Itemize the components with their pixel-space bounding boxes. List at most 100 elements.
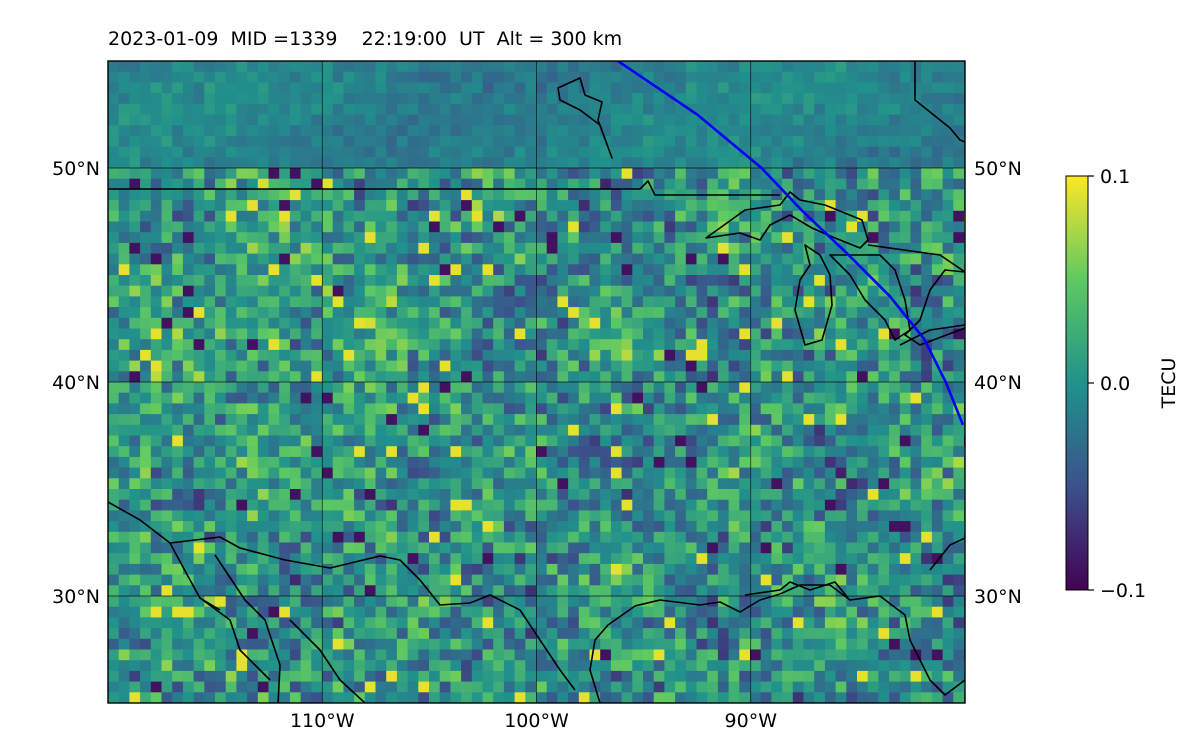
heatmap-cell bbox=[546, 71, 558, 83]
heatmap-cell bbox=[279, 93, 291, 105]
heatmap-cell bbox=[386, 499, 398, 511]
heatmap-cell bbox=[343, 221, 355, 233]
heatmap-cell bbox=[643, 232, 655, 244]
heatmap-cell bbox=[450, 168, 462, 180]
heatmap-cell bbox=[835, 542, 847, 554]
heatmap-cell bbox=[215, 382, 227, 394]
heatmap-cell bbox=[771, 210, 783, 223]
heatmap-cell bbox=[685, 692, 698, 703]
heatmap-cell bbox=[857, 178, 869, 190]
heatmap-cell bbox=[707, 553, 719, 565]
heatmap-cell bbox=[172, 392, 184, 404]
heatmap-cell bbox=[621, 275, 633, 287]
heatmap-cell bbox=[407, 339, 419, 351]
heatmap-cell bbox=[193, 649, 205, 661]
heatmap-cell bbox=[943, 703, 954, 714]
heatmap-cell bbox=[525, 628, 537, 640]
heatmap-cell bbox=[118, 489, 130, 501]
heatmap-cell bbox=[257, 103, 270, 116]
heatmap-cell bbox=[407, 103, 419, 116]
heatmap-cell bbox=[386, 563, 398, 576]
heatmap-cell bbox=[322, 349, 334, 362]
heatmap-cell bbox=[182, 649, 195, 661]
heatmap-cell bbox=[129, 606, 141, 618]
heatmap-cell bbox=[429, 553, 441, 565]
heatmap-cell bbox=[750, 307, 762, 319]
heatmap-cell bbox=[739, 531, 751, 544]
heatmap-cell bbox=[867, 103, 879, 116]
heatmap-cell bbox=[814, 617, 826, 629]
heatmap-cell bbox=[889, 168, 901, 180]
heatmap-cell bbox=[899, 574, 912, 586]
heatmap-cell bbox=[771, 553, 783, 565]
heatmap-cell bbox=[386, 574, 398, 586]
heatmap-cell bbox=[386, 200, 398, 212]
heatmap-cell bbox=[140, 435, 152, 447]
heatmap-cell bbox=[193, 371, 205, 383]
heatmap-cell bbox=[792, 456, 805, 469]
heatmap-cell bbox=[118, 585, 130, 597]
heatmap-cell bbox=[782, 339, 794, 351]
heatmap-cell bbox=[632, 456, 644, 469]
heatmap-cell bbox=[343, 93, 355, 105]
heatmap-cell bbox=[300, 403, 312, 415]
heatmap-cell bbox=[942, 307, 954, 319]
heatmap-cell bbox=[289, 371, 302, 383]
heatmap-cell bbox=[172, 638, 184, 651]
heatmap-cell bbox=[942, 296, 954, 308]
heatmap-cell bbox=[503, 103, 516, 116]
heatmap-cell bbox=[332, 200, 344, 212]
heatmap-cell bbox=[536, 125, 548, 137]
heatmap-cell bbox=[760, 317, 772, 330]
heatmap-cell bbox=[546, 456, 558, 469]
heatmap-cell bbox=[364, 467, 377, 479]
heatmap-cell bbox=[407, 521, 419, 533]
heatmap-cell bbox=[953, 531, 965, 544]
heatmap-cell bbox=[150, 242, 163, 255]
heatmap-cell bbox=[899, 531, 912, 544]
heatmap-cell bbox=[557, 146, 569, 158]
heatmap-cell bbox=[247, 232, 259, 244]
heatmap-cell bbox=[129, 414, 141, 426]
heatmap-cell bbox=[814, 71, 826, 83]
heatmap-cell bbox=[118, 660, 130, 672]
heatmap-cell bbox=[514, 574, 526, 586]
heatmap-cell bbox=[824, 157, 837, 169]
heatmap-cell bbox=[824, 317, 837, 330]
heatmap-cell bbox=[578, 456, 591, 469]
heatmap-cell bbox=[750, 339, 762, 351]
heatmap-cell bbox=[846, 317, 858, 330]
heatmap-cell bbox=[803, 200, 815, 212]
heatmap-cell bbox=[568, 392, 580, 404]
heatmap-cell bbox=[664, 424, 676, 437]
heatmap-cell bbox=[814, 510, 826, 522]
heatmap-cell bbox=[129, 531, 141, 544]
heatmap-cell bbox=[899, 114, 912, 126]
heatmap-cell bbox=[846, 435, 858, 447]
heatmap-cell bbox=[461, 638, 473, 651]
heatmap-cell bbox=[482, 542, 494, 554]
heatmap-cell bbox=[418, 499, 430, 511]
heatmap-cell bbox=[632, 275, 644, 287]
heatmap-cell bbox=[931, 649, 944, 661]
heatmap-cell bbox=[878, 692, 890, 703]
heatmap-cell bbox=[311, 242, 323, 255]
heatmap-cell bbox=[364, 392, 377, 404]
heatmap-cell bbox=[632, 285, 644, 297]
heatmap-cell bbox=[247, 563, 259, 576]
heatmap-cell bbox=[814, 82, 826, 94]
heatmap-cell bbox=[610, 606, 623, 618]
heatmap-cell bbox=[653, 649, 665, 661]
heatmap-cell bbox=[108, 478, 120, 490]
heatmap-cell bbox=[118, 360, 130, 372]
heatmap-cell bbox=[824, 446, 837, 458]
heatmap-cell bbox=[493, 360, 505, 372]
heatmap-cell bbox=[354, 478, 366, 490]
heatmap-cell bbox=[493, 585, 505, 597]
heatmap-cell bbox=[857, 328, 869, 340]
heatmap-cell bbox=[932, 703, 943, 714]
heatmap-cell bbox=[439, 360, 451, 372]
heatmap-cell bbox=[889, 574, 901, 586]
heatmap-cell bbox=[311, 521, 323, 533]
heatmap-cell bbox=[889, 189, 901, 201]
